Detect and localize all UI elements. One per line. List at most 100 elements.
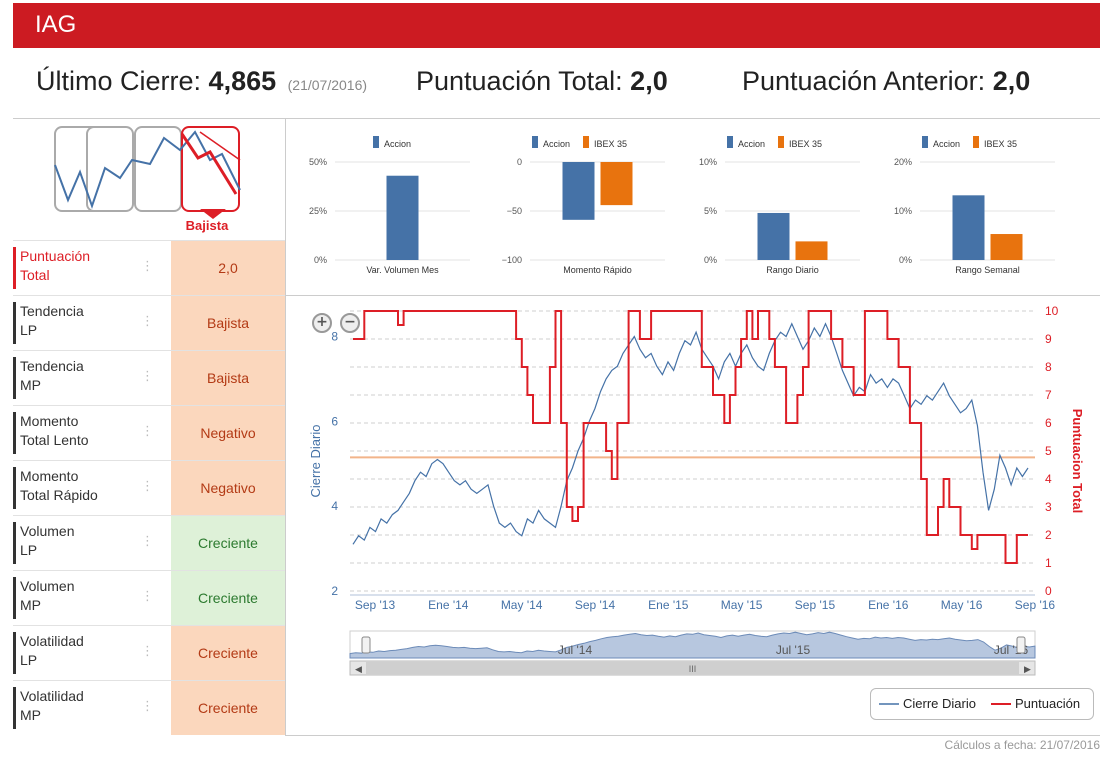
y2-tick-label: 7 — [1045, 388, 1052, 402]
puntuacion-anterior-label: Puntuación Anterior: — [742, 66, 986, 96]
row-marker — [13, 357, 16, 399]
y2-tick-label: 10 — [1045, 304, 1059, 318]
info-icon[interactable]: ⋮ — [141, 699, 154, 714]
bar — [952, 195, 985, 260]
divider — [13, 118, 1100, 119]
x-tick-label: May '15 — [721, 598, 763, 612]
indicator-label-line1: Volumen — [20, 578, 75, 594]
x-tick-label: May '16 — [941, 598, 983, 612]
indicator-label-line2: Total Rápido — [20, 487, 98, 503]
x-tick-label: Sep '15 — [795, 598, 836, 612]
indicator-row: Momento Total Rápido ⋮ Negativo — [13, 460, 285, 515]
indicator-row: Volatilidad MP ⋮ Creciente — [13, 680, 285, 735]
indicator-value: Negativo — [171, 461, 285, 515]
scrollbar-thumb[interactable] — [366, 662, 1019, 674]
ultimo-cierre-label: Último Cierre: — [36, 66, 202, 96]
x-axis-label: Rango Semanal — [955, 265, 1020, 275]
row-marker — [13, 687, 16, 729]
bar — [600, 162, 633, 206]
legend-label: Accion — [543, 139, 570, 149]
y2-tick-label: 3 — [1045, 500, 1052, 514]
indicator-row: Tendencia MP ⋮ Bajista — [13, 350, 285, 405]
header-bar: IAG — [13, 3, 1100, 48]
bar — [757, 212, 790, 260]
indicator-label: Tendencia MP — [20, 357, 130, 395]
legend-cierre[interactable]: Cierre Diario — [903, 696, 976, 711]
row-marker — [13, 522, 16, 564]
indicator-label-line2: LP — [20, 322, 38, 338]
indicator-value: Bajista — [171, 296, 285, 350]
info-icon[interactable]: ⋮ — [141, 259, 154, 274]
info-icon[interactable]: ⋮ — [141, 479, 154, 494]
indicator-label-line1: Momento — [20, 468, 79, 484]
bar — [990, 234, 1023, 260]
legend-puntuacion[interactable]: Puntuación — [1015, 696, 1081, 711]
indicator-row: Volatilidad LP ⋮ Creciente — [13, 625, 285, 680]
y2-tick-label: 4 — [1045, 472, 1052, 486]
indicator-value: Creciente — [171, 681, 285, 735]
series-cierre-diario — [352, 322, 1029, 545]
zoom-in-icon[interactable]: + — [312, 313, 332, 333]
info-icon[interactable]: ⋮ — [141, 589, 154, 604]
page-title: IAG — [35, 11, 77, 38]
legend-swatch — [973, 136, 979, 148]
legend-label: IBEX 35 — [984, 139, 1017, 149]
y-tick-label: 10% — [894, 206, 912, 216]
info-icon[interactable]: ⋮ — [141, 369, 154, 384]
legend-label: Accion — [933, 139, 960, 149]
y-tick-label: 20% — [894, 157, 912, 167]
y-tick-label: 4 — [331, 499, 338, 513]
indicator-value: Creciente — [171, 516, 285, 570]
indicator-row: Volumen MP ⋮ Creciente — [13, 570, 285, 625]
indicator-label-line1: Momento — [20, 413, 79, 429]
info-icon[interactable]: ⋮ — [141, 314, 154, 329]
x-tick-label: Sep '16 — [1015, 598, 1056, 612]
y-tick-label: 50% — [309, 157, 327, 167]
y-tick-label: 0 — [517, 157, 522, 167]
x-tick-label: Sep '14 — [575, 598, 616, 612]
indicator-label: Volumen LP — [20, 522, 130, 560]
y-tick-label: −100 — [502, 255, 522, 265]
footer-note: Cálculos a fecha: 21/07/2016 — [944, 738, 1100, 752]
legend-label: IBEX 35 — [789, 139, 822, 149]
y2-tick-label: 9 — [1045, 332, 1052, 346]
info-icon[interactable]: ⋮ — [141, 534, 154, 549]
zoom-out-icon[interactable]: − — [340, 313, 360, 333]
navigator-handle-left[interactable] — [361, 636, 371, 654]
x-tick-label: Ene '14 — [428, 598, 469, 612]
x-axis-label: Var. Volumen Mes — [366, 265, 439, 275]
navigator-label: Jul '15 — [776, 643, 811, 657]
legend-swatch — [373, 136, 379, 148]
indicator-value: Negativo — [171, 406, 285, 460]
info-icon[interactable]: ⋮ — [141, 424, 154, 439]
legend-cierre-line — [879, 703, 899, 705]
trend-icon-label: Bajista — [185, 218, 229, 233]
row-marker — [13, 632, 16, 674]
indicator-value: Bajista — [171, 351, 285, 405]
indicator-row: Momento Total Lento ⋮ Negativo — [13, 405, 285, 460]
row-marker — [13, 302, 16, 344]
scroll-right-icon[interactable]: ▶ — [1024, 664, 1031, 674]
bar — [562, 162, 595, 220]
info-icon[interactable]: ⋮ — [141, 644, 154, 659]
legend-label: IBEX 35 — [594, 139, 627, 149]
indicator-label: Volatilidad LP — [20, 632, 130, 670]
puntuacion-total: Puntuación Total: 2,0 — [416, 66, 668, 97]
navigator-label: Jul '14 — [558, 643, 593, 657]
indicator-row: Volumen LP ⋮ Creciente — [13, 515, 285, 570]
legend-swatch — [583, 136, 589, 148]
indicator-label-line1: Tendencia — [20, 358, 84, 374]
indicator-label-line2: LP — [20, 542, 38, 558]
trend-icon-alcista-fuerte[interactable] — [134, 126, 182, 212]
divider — [285, 295, 1100, 296]
scroll-left-icon[interactable]: ◀ — [355, 664, 362, 674]
y-tick-label: 6 — [331, 414, 338, 428]
y-tick-label: 2 — [331, 584, 338, 598]
navigator-handle-right[interactable] — [1016, 636, 1026, 654]
indicator-label-line2: LP — [20, 652, 38, 668]
indicator-label-line1: Volatilidad — [20, 688, 84, 704]
x-tick-label: May '14 — [501, 598, 543, 612]
navigator-area — [349, 631, 1036, 659]
scrollbar-grip-icon: III — [689, 664, 697, 674]
